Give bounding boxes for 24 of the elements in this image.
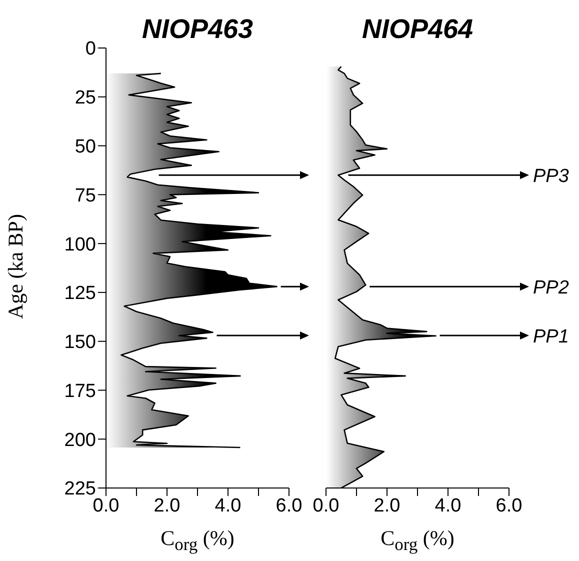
chart-title: NIOP463 xyxy=(140,14,254,45)
x-tick-label: 4.0 xyxy=(214,495,242,516)
chart-title: NIOP464 xyxy=(360,14,474,45)
y-tick-label: 150 xyxy=(64,332,96,354)
y-tick-label: 125 xyxy=(64,283,96,304)
y-tick-label: 175 xyxy=(64,380,96,402)
x-tick-label: 4.0 xyxy=(434,495,462,516)
x-tick-label: 6.0 xyxy=(276,495,302,516)
y-tick-label: 75 xyxy=(74,185,96,206)
y-tick-label: 0 xyxy=(85,38,96,60)
y-tick-label: 25 xyxy=(74,88,96,109)
x-tick-label: 2.0 xyxy=(374,495,400,516)
x-axis-title: C$_{org}$ (%) xyxy=(380,526,456,556)
ref-line-label: PP1 xyxy=(533,326,569,348)
y-tick-label: 200 xyxy=(64,430,96,451)
x-axis-title: C$_{org}$ (%) xyxy=(160,526,236,556)
y-tick-label: 50 xyxy=(74,136,96,158)
y-tick-label: 100 xyxy=(64,234,96,256)
ref-line-label: PP2 xyxy=(533,278,570,299)
ref-line-label: PP3 xyxy=(533,166,570,188)
x-tick-label: 2.0 xyxy=(154,495,180,516)
x-tick-label: 0.0 xyxy=(312,495,340,516)
x-tick-label: 6.0 xyxy=(496,495,522,516)
y-axis-title: Age (ka BP) xyxy=(4,213,28,321)
